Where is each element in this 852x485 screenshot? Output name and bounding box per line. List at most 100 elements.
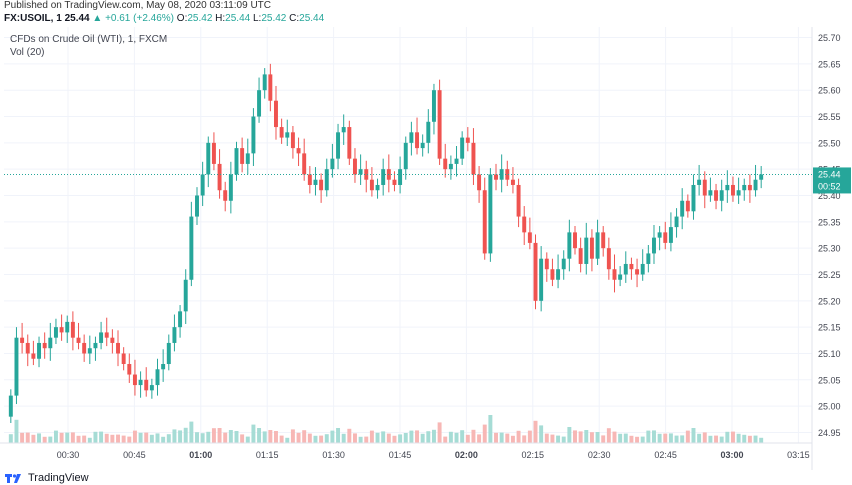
candle-body	[381, 169, 386, 185]
candle-body	[714, 190, 719, 201]
volume-bar	[561, 436, 566, 443]
candle-body	[477, 174, 482, 191]
volume-bar	[488, 415, 493, 443]
volume-bar	[375, 432, 380, 443]
candle-body	[290, 132, 295, 149]
volume-bar	[708, 435, 713, 443]
volume-bar	[330, 430, 335, 443]
volume-bar	[172, 429, 177, 443]
volume-bar	[573, 430, 577, 443]
candle-body	[522, 216, 527, 233]
candle-body	[505, 169, 510, 180]
volume-bar	[612, 431, 617, 443]
candle-body	[8, 395, 13, 417]
candle-body	[657, 232, 662, 238]
candle-body	[409, 132, 414, 143]
volume-bar	[392, 435, 397, 443]
candle-body	[99, 332, 104, 343]
candle-body	[516, 184, 521, 217]
price-chart[interactable]: 25.7025.6525.6025.5525.5025.4525.4025.35…	[0, 27, 852, 470]
footer-brand: TradingView	[28, 471, 89, 484]
x-tick-label: 01:15	[256, 450, 279, 460]
volume-bar	[448, 431, 453, 443]
candle-body	[601, 232, 606, 249]
candle-body	[392, 179, 397, 185]
candle-body	[618, 274, 623, 280]
candle-body	[172, 327, 177, 343]
candle-body	[494, 174, 498, 180]
volume-bar	[719, 436, 724, 443]
candle-body	[183, 279, 188, 312]
candle-body	[668, 227, 673, 243]
volume-bar	[144, 432, 149, 443]
candle-body	[352, 158, 357, 175]
candle-body	[697, 179, 702, 185]
volume-bar	[178, 430, 183, 443]
volume-bar	[437, 422, 442, 443]
candle-body	[719, 190, 724, 201]
volume-bar	[516, 430, 521, 443]
candle-body	[166, 342, 171, 365]
candle-body	[415, 132, 420, 149]
volume-bar	[319, 435, 324, 443]
candle-body	[595, 232, 600, 259]
volume-bar	[522, 435, 527, 443]
candle-body	[375, 184, 380, 191]
candle-body	[223, 190, 228, 201]
volume-bar	[240, 434, 245, 443]
volume-bar	[211, 428, 216, 443]
candle-body	[313, 179, 318, 185]
volume-bar	[127, 436, 132, 443]
candle-body	[539, 258, 544, 301]
candle-body	[206, 142, 211, 175]
last-price-badge	[813, 167, 851, 194]
volume-bar	[189, 421, 194, 443]
candle-body	[606, 248, 611, 270]
volume-bar	[166, 434, 171, 443]
candle-body	[544, 258, 549, 270]
candle-body	[510, 179, 515, 185]
candle-body	[471, 142, 476, 175]
volume-bar	[471, 429, 476, 443]
y-tick-label: 25.40	[818, 191, 841, 201]
candle-body	[369, 179, 374, 191]
volume-bar	[274, 431, 278, 443]
candle-body	[533, 242, 538, 301]
candle-body	[573, 232, 577, 249]
candle-body	[138, 379, 143, 386]
candle-body	[195, 195, 199, 217]
volume-bar	[505, 433, 510, 443]
candle-body	[685, 200, 690, 212]
candle-body	[285, 132, 290, 138]
candle-body	[663, 232, 668, 243]
volume-bar	[606, 428, 611, 443]
volume-bars	[8, 415, 764, 443]
candle-body	[31, 353, 36, 359]
candle-body	[482, 190, 487, 254]
volume-bar	[431, 429, 436, 443]
candle-body	[53, 327, 58, 338]
x-tick-label: 01:00	[189, 450, 212, 460]
volume-bar	[668, 433, 673, 443]
symbol-name: FX:USOIL, 1	[4, 13, 62, 24]
volume-bar	[386, 433, 391, 443]
x-tick-label: 02:00	[455, 450, 478, 460]
volume-bar	[262, 431, 267, 443]
volume-bar	[161, 436, 166, 443]
candle-body	[527, 232, 532, 243]
candle-body	[234, 148, 239, 175]
candle-body	[161, 364, 166, 370]
candle-body	[178, 311, 183, 328]
y-tick-label: 25.50	[818, 138, 841, 148]
volume-bar	[251, 424, 256, 443]
candle-body	[211, 142, 216, 164]
volume-bar	[460, 430, 465, 443]
footer: TradingView	[4, 470, 89, 485]
countdown-label: 00:52	[818, 181, 841, 191]
x-tick-label: 03:15	[787, 450, 810, 460]
volume-bar	[415, 430, 420, 443]
volume-bar	[409, 430, 414, 443]
volume-bar	[702, 432, 707, 443]
candle-body	[742, 184, 747, 191]
x-tick-label: 03:00	[720, 450, 743, 460]
